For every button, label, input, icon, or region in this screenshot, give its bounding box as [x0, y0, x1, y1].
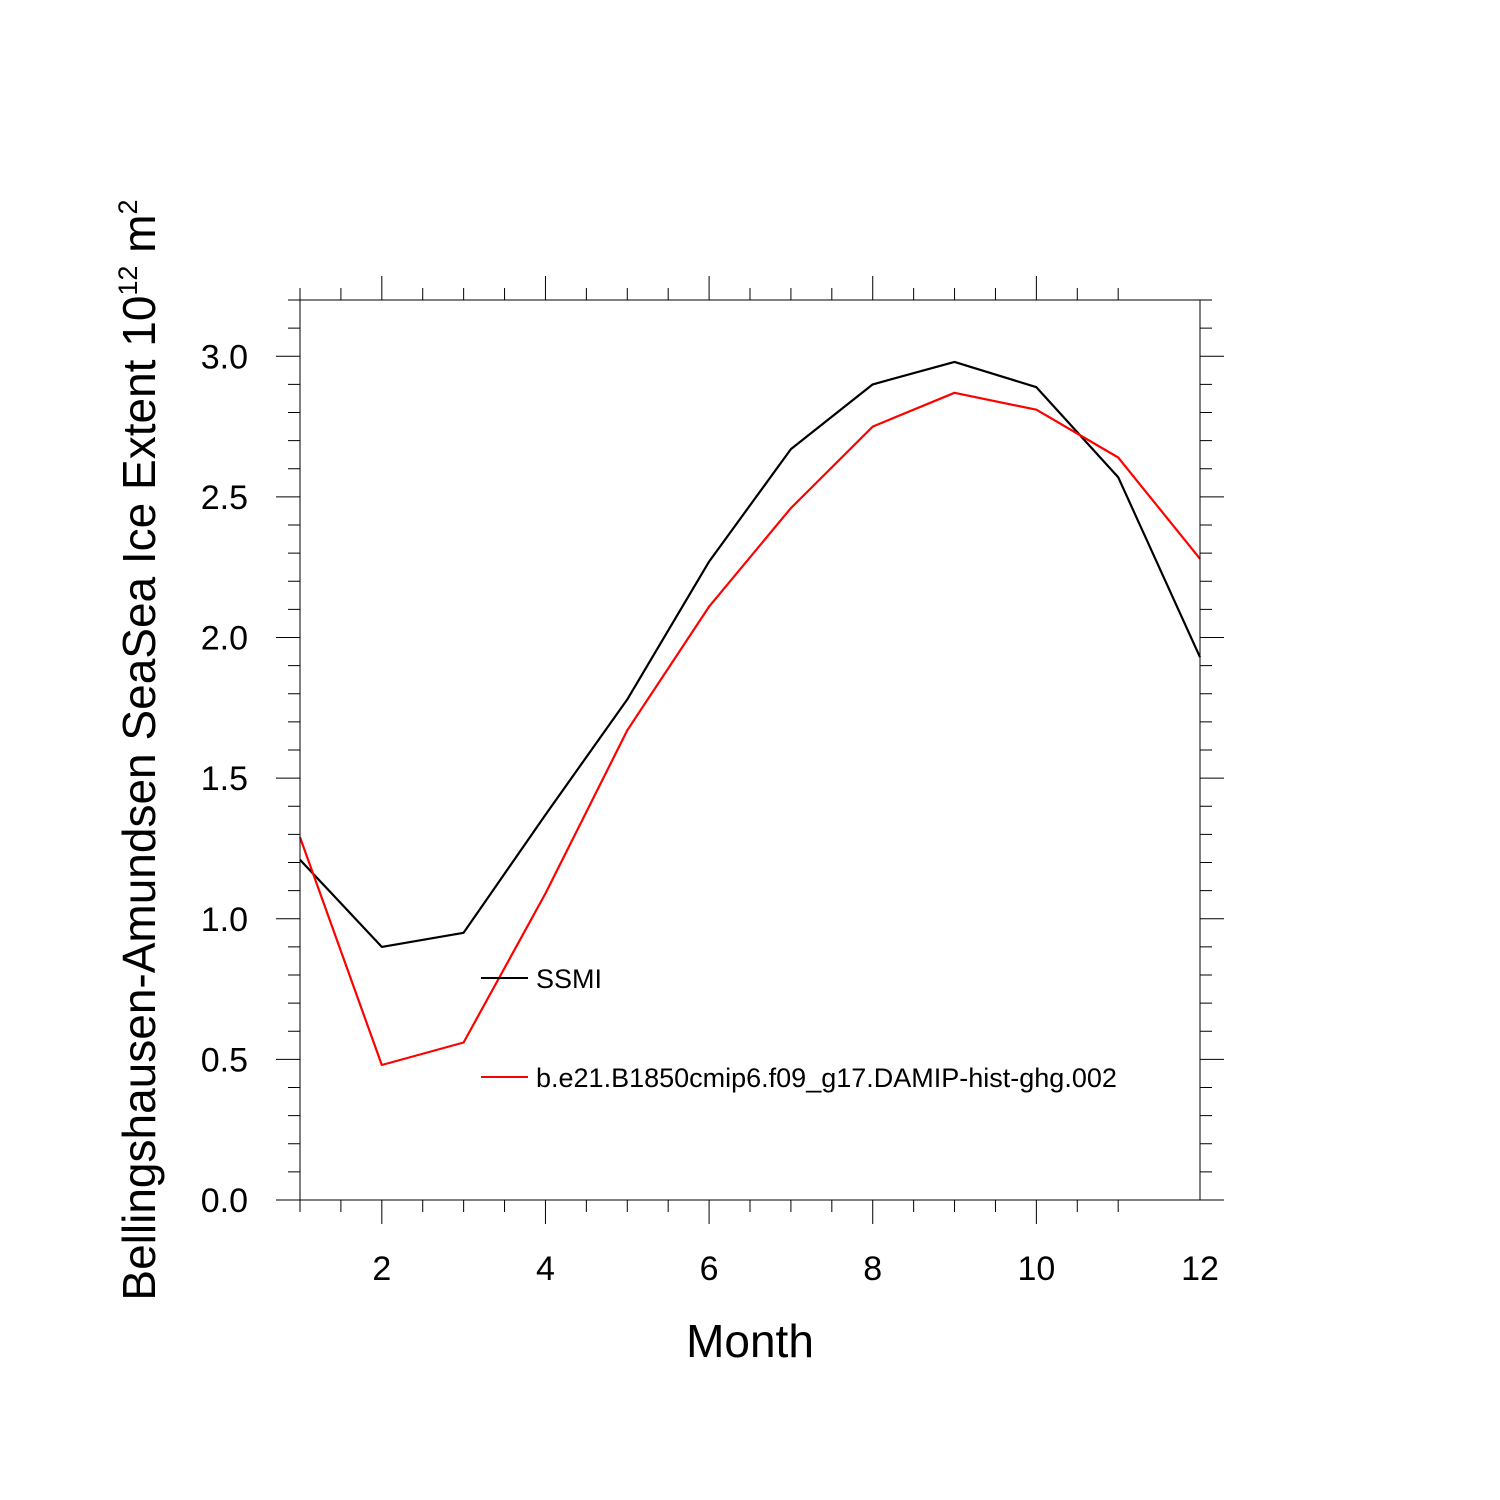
- y-tick-label: 3.0: [201, 338, 248, 376]
- y-tick-label: 1.5: [201, 760, 248, 798]
- y-axis-title-main: Bellingshausen-Amundsen SeaSea Ice Exten…: [113, 296, 165, 1301]
- axis-ticks: [276, 276, 1224, 1224]
- y-tick-label: 2.0: [201, 620, 248, 658]
- y-tick-label: 1.0: [201, 901, 248, 939]
- y-axis-title: Bellingshausen-Amundsen SeaSea Ice Exten…: [113, 199, 165, 1300]
- x-tick-label: 2: [372, 1250, 391, 1288]
- tick-labels: 2 4 6 8 10 12 0.0 0.5 1.0 1.5 2.0 2.5 3.0: [201, 338, 1219, 1288]
- legend: SSMI b.e21.B1850cmip6.f09_g17.DAMIP-hist…: [481, 964, 1117, 1093]
- y-tick-label: 0.5: [201, 1041, 248, 1079]
- series-line-model: [298, 391, 1201, 1067]
- series-lines: [298, 360, 1202, 1067]
- series-line-ssmi: [299, 360, 1202, 949]
- legend-label-model: b.e21.B1850cmip6.f09_g17.DAMIP-hist-ghg.…: [536, 1063, 1117, 1093]
- x-tick-label: 10: [1017, 1250, 1055, 1288]
- x-axis-title: Month: [686, 1315, 814, 1367]
- y-axis-title-exponent: 12: [113, 266, 143, 296]
- legend-label-ssmi: SSMI: [536, 964, 602, 994]
- x-tick-label: 6: [700, 1250, 719, 1288]
- x-tick-label: 12: [1181, 1250, 1219, 1288]
- y-axis-title-unit: m: [113, 214, 165, 265]
- x-tick-label: 4: [536, 1250, 555, 1288]
- y-tick-label: 2.5: [201, 479, 248, 517]
- y-axis-title-unit-exponent: 2: [113, 199, 143, 214]
- x-tick-label: 8: [863, 1250, 882, 1288]
- y-tick-label: 0.0: [201, 1182, 248, 1220]
- plot-frame: [299, 299, 1201, 1201]
